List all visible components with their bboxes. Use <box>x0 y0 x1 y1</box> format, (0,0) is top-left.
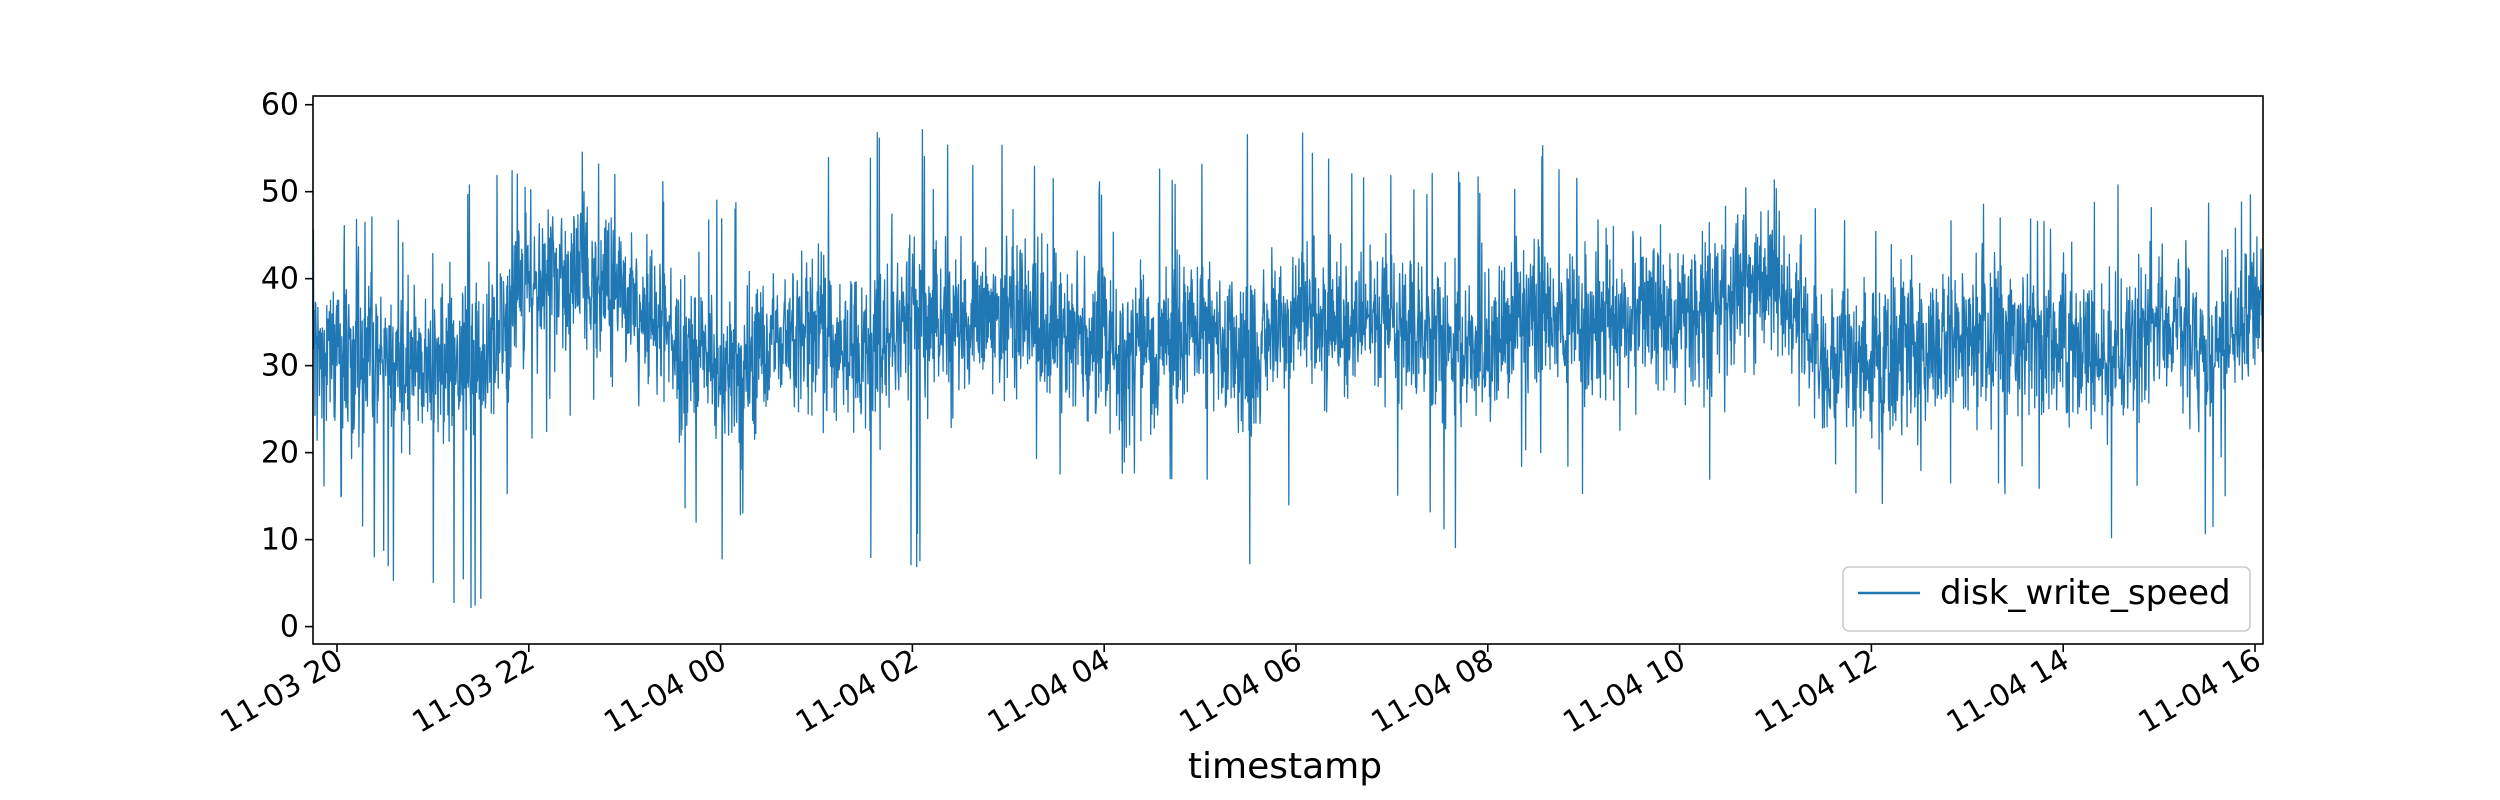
y-axis: 0 10 20 30 40 50 60 <box>261 88 313 645</box>
legend-label: disk_write_speed <box>1940 573 2231 613</box>
y-tick-label: 20 <box>261 436 299 471</box>
legend-box <box>1842 566 2251 632</box>
series-layer <box>312 128 2264 609</box>
x-tick-label: 11-04 08 <box>1365 643 1499 741</box>
x-tick-label: 11-03 20 <box>215 643 349 741</box>
x-tick-label: 11-04 02 <box>790 643 924 741</box>
x-tick-label: 11-04 00 <box>598 643 732 741</box>
x-tick-label: 11-04 16 <box>2133 643 2267 741</box>
x-axis-title: timestamp <box>1188 746 1382 787</box>
x-tick-label: 11-04 12 <box>1749 643 1883 741</box>
y-tick-label: 50 <box>261 175 299 210</box>
x-tick-label: 11-03 22 <box>406 643 540 741</box>
x-axis: 11-03 20 11-03 22 11-04 00 11-04 02 11-04 04… <box>215 643 2267 741</box>
series-line-0 <box>312 128 2264 609</box>
y-tick-label: 40 <box>261 262 299 297</box>
y-tick-label: 0 <box>280 610 299 645</box>
plot-frame <box>312 95 2264 645</box>
y-tick-label: 10 <box>261 523 299 558</box>
y-tick-label: 30 <box>261 349 299 384</box>
x-tick-label: 11-04 06 <box>1174 643 1308 741</box>
y-tick-label: 60 <box>261 88 299 123</box>
x-tick-label: 11-04 04 <box>982 643 1116 741</box>
x-tick-label: 11-04 14 <box>1941 643 2075 741</box>
x-tick-label: 11-04 10 <box>1557 643 1691 741</box>
legend: disk_write_speed <box>1842 566 2251 632</box>
